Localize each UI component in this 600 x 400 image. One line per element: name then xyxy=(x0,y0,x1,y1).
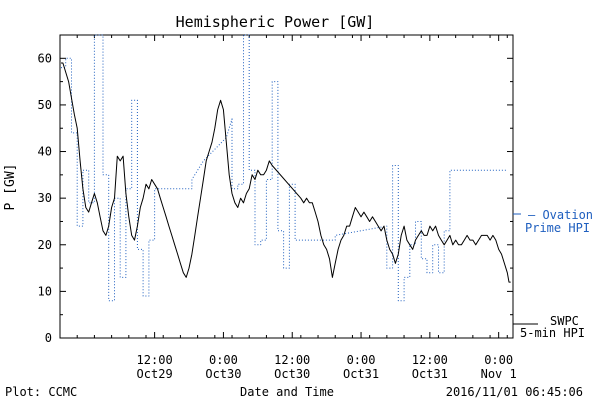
x-tick-label-date: Oct29 xyxy=(137,367,173,381)
x-tick-label-time: 0:00 xyxy=(484,353,513,367)
footer-source: Plot: CCMC xyxy=(5,385,77,399)
series-group xyxy=(61,34,511,302)
x-tick-label-date: Oct30 xyxy=(274,367,310,381)
y-axis-label: P [GW] xyxy=(3,164,18,211)
legend: — Ovation Prime HPI SWPC 5-min HPI xyxy=(513,208,593,340)
legend-ovation-line2: Prime HPI xyxy=(525,221,590,235)
x-tick-label-date: Oct31 xyxy=(343,367,379,381)
x-tick-label-date: Oct31 xyxy=(412,367,448,381)
legend-ovation-line1: — Ovation xyxy=(528,208,593,222)
legend-swpc-line2: 5-min HPI xyxy=(520,326,585,340)
plot-frame xyxy=(59,34,514,339)
x-axis-label: Date and Time xyxy=(240,385,334,399)
x-tick-label-time: 12:00 xyxy=(137,353,173,367)
series-ovation-line xyxy=(61,34,508,302)
footer-timestamp: 2016/11/01 06:45:06 xyxy=(446,385,583,399)
plot-area xyxy=(59,34,514,339)
x-tick-label-date: Nov 1 xyxy=(481,367,517,381)
x-axis: 12:00Oct290:00Oct3012:00Oct300:00Oct3112… xyxy=(76,35,517,381)
legend-swpc-line1: SWPC xyxy=(550,314,579,328)
chart-title: Hemispheric Power [GW] xyxy=(176,13,375,31)
y-tick-label: 60 xyxy=(38,51,52,65)
y-tick-label: 10 xyxy=(38,284,52,298)
y-tick-label: 40 xyxy=(38,145,52,159)
y-tick-label: 30 xyxy=(38,191,52,205)
x-tick-label-time: 12:00 xyxy=(412,353,448,367)
series-swpc-line xyxy=(61,62,511,283)
x-tick-label-time: 0:00 xyxy=(347,353,376,367)
x-tick-label-date: Oct30 xyxy=(205,367,241,381)
y-tick-label: 20 xyxy=(38,238,52,252)
y-tick-label: 0 xyxy=(45,331,52,345)
y-tick-label: 50 xyxy=(38,98,52,112)
x-tick-label-time: 0:00 xyxy=(209,353,238,367)
x-tick-label-time: 12:00 xyxy=(274,353,310,367)
y-axis: 0 10 20 30 40 50 60 xyxy=(38,51,513,345)
